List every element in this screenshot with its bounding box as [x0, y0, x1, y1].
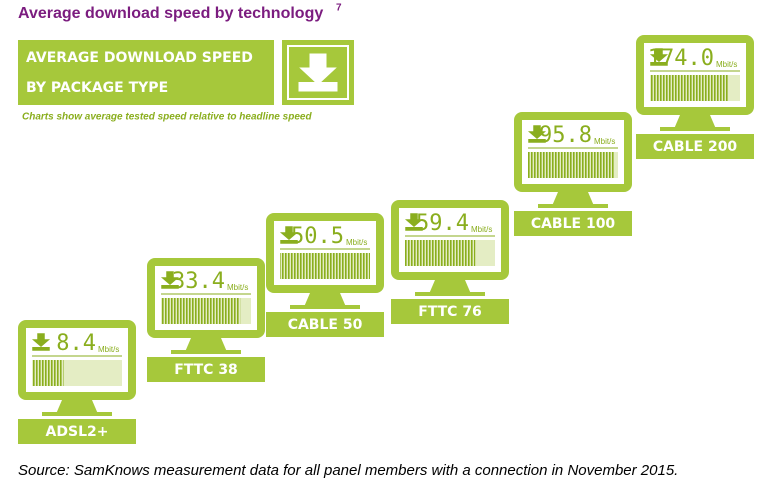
- download-icon: [527, 125, 547, 143]
- monitor-base: [290, 305, 360, 309]
- label-box: [18, 419, 136, 444]
- source: Source: SamKnows measurement data for al…: [18, 462, 678, 479]
- monitor-base: [171, 350, 241, 354]
- unit-label: Mbit/s: [346, 238, 367, 247]
- value-label: 174.0: [648, 46, 714, 71]
- category-label: CABLE 100: [531, 216, 616, 232]
- subtitle: Charts show average tested speed relativ…: [22, 112, 312, 123]
- title: Average download speed by technology: [18, 5, 323, 22]
- value-label: 59.4: [416, 211, 469, 236]
- bar: [650, 75, 729, 101]
- download-icon: [298, 53, 338, 92]
- category-label: CABLE 50: [288, 317, 363, 333]
- banner-line: AVERAGE DOWNLOAD SPEED: [26, 50, 253, 66]
- bar: [405, 240, 476, 266]
- unit-label: Mbit/s: [716, 60, 737, 69]
- download-icon: [31, 333, 51, 351]
- value-label: 95.8: [539, 123, 592, 148]
- monitor-stand: [674, 115, 716, 129]
- category-label: FTTC 76: [418, 304, 482, 320]
- download-icon: [649, 48, 669, 66]
- bar: [280, 253, 370, 279]
- monitor-stand: [185, 338, 227, 352]
- category-label: CABLE 200: [653, 139, 738, 155]
- monitor-base: [42, 412, 112, 416]
- unit-label: Mbit/s: [98, 345, 119, 354]
- monitor-base: [415, 292, 485, 296]
- download-icon: [160, 271, 180, 289]
- banner: [18, 40, 274, 105]
- banner-line: BY PACKAGE TYPE: [26, 80, 168, 96]
- title-note: 7: [336, 3, 342, 14]
- category-label: ADSL2+: [46, 424, 109, 440]
- value-label: 50.5: [291, 224, 344, 249]
- label-box: [514, 211, 632, 236]
- category-label: FTTC 38: [174, 362, 238, 378]
- value-label: 8.4: [56, 331, 96, 356]
- monitor-stand: [429, 280, 471, 294]
- monitor-stand: [552, 192, 594, 206]
- icon-frame: [287, 45, 349, 100]
- bar: [528, 152, 615, 178]
- download-icon: [279, 226, 299, 244]
- unit-label: Mbit/s: [471, 225, 492, 234]
- monitor-base: [660, 127, 730, 131]
- monitor-stand: [56, 400, 98, 414]
- download-icon: [404, 213, 424, 231]
- bar: [161, 298, 241, 324]
- label-box: [266, 312, 384, 337]
- monitor-base: [538, 204, 608, 208]
- label-box: [636, 134, 754, 159]
- bar: [32, 360, 64, 386]
- unit-label: Mbit/s: [227, 283, 248, 292]
- unit-label: Mbit/s: [594, 137, 615, 146]
- monitor-stand: [304, 293, 346, 307]
- label-box: [147, 357, 265, 382]
- value-label: 33.4: [172, 269, 225, 294]
- label-box: [391, 299, 509, 324]
